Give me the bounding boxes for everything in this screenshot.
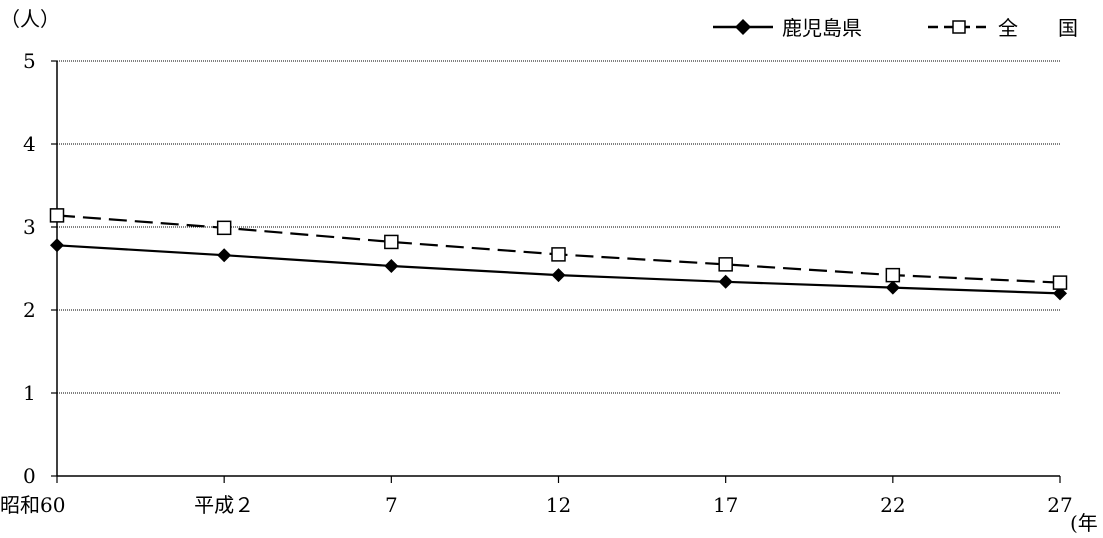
y-tick-label-2: 2 bbox=[23, 298, 36, 322]
x-tick-label-4: 17 bbox=[713, 493, 738, 517]
legend-item-series-1: 鹿児島県 bbox=[713, 16, 862, 40]
legend-item-series-2: 全 国 bbox=[928, 16, 1078, 40]
x-tick-label-2: 7 bbox=[385, 493, 398, 517]
data-point-series-1-3 bbox=[551, 268, 566, 283]
series-markers bbox=[49, 208, 1068, 301]
data-point-series-2-5 bbox=[885, 267, 901, 283]
legend-label-series-1: 鹿児島県 bbox=[782, 16, 862, 40]
data-point-series-2-2 bbox=[384, 234, 399, 250]
legend-square-icon bbox=[952, 20, 966, 34]
y-tick-label-3: 3 bbox=[23, 215, 36, 239]
y-tick-label-4: 4 bbox=[23, 132, 36, 156]
data-point-series-1-5 bbox=[885, 280, 900, 295]
data-point-series-1-1 bbox=[217, 248, 232, 263]
data-point-series-2-1 bbox=[216, 220, 232, 236]
data-point-series-1-0 bbox=[50, 238, 64, 253]
data-point-series-2-0 bbox=[49, 208, 65, 223]
y-tick-label-5: 5 bbox=[23, 49, 36, 73]
data-point-series-2-3 bbox=[551, 247, 566, 262]
x-tick-label-6: 27 bbox=[1047, 493, 1072, 517]
data-point-series-1-4 bbox=[718, 274, 733, 289]
x-tick-labels: 昭和60 平成２ 7 12 17 22 27 bbox=[0, 493, 1073, 517]
y-tick-label-0: 0 bbox=[23, 464, 36, 488]
y-tick-labels: 0 1 2 3 4 5 bbox=[23, 49, 36, 488]
x-tick-label-5: 22 bbox=[880, 493, 905, 517]
data-point-series-2-6 bbox=[1052, 275, 1068, 290]
x-tick-label-0: 昭和60 bbox=[0, 493, 65, 517]
data-point-series-1-2 bbox=[384, 259, 399, 274]
legend-label-series-2: 全 国 bbox=[998, 16, 1078, 40]
y-axis-unit-label: （人） bbox=[0, 7, 60, 31]
data-point-series-1-6 bbox=[1053, 286, 1067, 301]
x-tick-label-1: 平成２ bbox=[194, 493, 254, 517]
legend: 鹿児島県 全 国 bbox=[713, 16, 1078, 40]
legend-diamond-icon bbox=[735, 19, 751, 35]
y-tick-label-1: 1 bbox=[23, 381, 36, 405]
x-axis-unit-label: (年 bbox=[1070, 511, 1098, 535]
axes bbox=[51, 60, 1061, 483]
gridlines bbox=[57, 60, 1060, 394]
x-tick-label-3: 12 bbox=[546, 493, 571, 517]
data-point-series-2-4 bbox=[718, 257, 733, 272]
